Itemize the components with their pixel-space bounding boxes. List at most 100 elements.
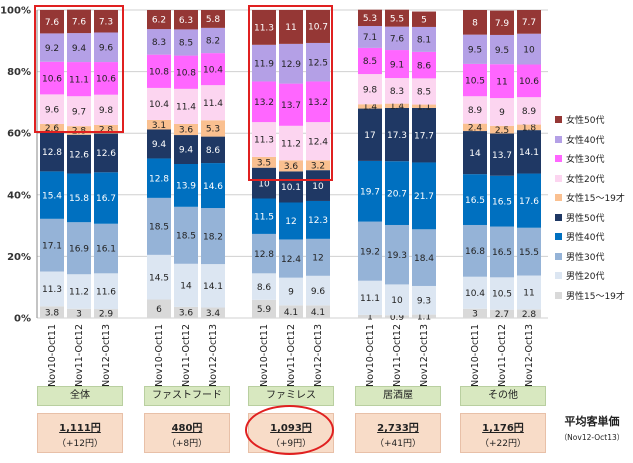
bar-value-label: 11.3 [254,24,274,34]
bar-segment [385,284,409,316]
bar-segment [412,107,436,163]
bar-segment [94,62,118,95]
bar-segment [174,10,198,30]
bar-x-label: Nov12-Oct13 [208,324,219,387]
bar-value-label: 11 [285,23,296,33]
bar-segment [306,200,330,239]
bar-value-label: 9.4 [179,146,194,156]
bar-value-label: 10 [258,179,270,189]
bar-value-label: 8.6 [206,146,221,156]
bar-value-label: 9.5 [495,46,509,56]
bar-value-label: 12.9 [281,60,301,70]
bar-value-label: 3 [472,310,478,320]
bar-value-label: 1.1 [417,102,431,112]
bar-segment [463,10,487,35]
bar-value-label: 14.5 [149,273,169,283]
bar-segment [201,27,225,54]
bar-segment [463,174,487,225]
bar-x-label: Nov11-Oct12 [392,324,403,387]
bar-segment [463,224,487,277]
bar-value-label: 9.6 [99,43,114,53]
bar-value-label: 12.6 [96,149,116,159]
bar-segment [147,197,171,255]
legend-label: 男性20代 [566,272,605,283]
bar-segment [174,263,198,307]
legend-label: 男性15～19才 [566,291,625,302]
legend-item: 男性40代 [555,227,625,247]
bar-value-label: 2.4 [468,124,483,134]
bar-value-label: 9.1 [390,60,404,70]
bar-value-label: 3.6 [179,309,194,319]
average-price-period: （Nov12-Oct13） [559,433,625,442]
bar-value-label: 17.7 [414,131,434,141]
bar-x-label: Nov10-Oct11 [47,324,58,387]
bar-segment [94,309,118,318]
bar-segment [385,315,409,318]
bar-segment [147,129,171,159]
bar-value-label: 8.6 [417,61,432,71]
bar-value-label: 3.6 [179,126,194,136]
bar-value-label: 10.6 [519,77,539,87]
highlight-box-famires [248,5,333,181]
bar-value-label: 12.6 [69,150,89,160]
category-label-other: その他 [460,386,546,406]
bar-value-label: 10 [523,45,535,55]
bar-segment [279,83,303,126]
bar-value-label: 3 [76,310,82,320]
bar-value-label: 11.4 [203,99,223,109]
bar-segment [94,94,118,125]
y-tick-label: 0% [14,314,31,325]
bar-segment [174,123,198,136]
bar-segment [490,309,514,318]
bar-value-label: 9.8 [363,85,378,95]
bar-segment [201,53,225,86]
bar-segment [40,218,64,272]
bar-segment [147,87,171,120]
bar-value-label: 1.4 [390,102,405,112]
bar-segment [94,273,118,310]
bar-value-label: 12 [285,217,296,227]
bar-segment [358,314,382,318]
bar-x-label: Nov10-Oct11 [154,324,165,387]
bar-value-label: 4.1 [284,308,298,318]
bar-value-label: 2.6 [45,124,60,134]
bar-value-label: 21.7 [414,192,434,202]
bar-segment [67,62,91,97]
bar-value-label: 7.9 [495,19,510,29]
bar-segment [358,221,382,281]
bar-segment [412,285,436,315]
legend-label: 女性20代 [566,174,605,185]
price-box-all: 1,111円 （+12円） [37,413,123,453]
category-label-izakaya: 居酒屋 [355,386,441,406]
bar-value-label: 14.1 [203,282,223,292]
bar-segment [358,280,382,315]
bar-value-label: 2.8 [99,125,114,135]
bar-value-label: 8 [472,19,478,29]
bar-segment [358,160,382,222]
bar-segment [40,94,64,124]
category-label-all: 全体 [37,386,123,406]
bar-value-label: 14.6 [203,182,223,192]
bar-value-label: 8.2 [206,37,220,47]
bar-segment [252,198,276,234]
bar-segment [517,227,541,276]
bar-value-label: 14 [469,149,481,159]
bar-segment [40,123,64,132]
bar-segment [201,10,225,28]
legend-swatch [555,155,562,163]
bar-segment [252,81,276,123]
bar-value-label: 10.4 [149,100,169,110]
bar-value-label: 20.7 [387,189,407,199]
legend-item: 女性15～19才 [555,188,625,208]
bar-segment [463,34,487,64]
bar-segment [279,171,303,203]
bar-x-label: Nov11-Oct12 [497,324,508,387]
bar-segment [201,307,225,318]
bar-x-label: Nov10-Oct11 [470,324,481,387]
legend-label: 女性30代 [566,155,605,166]
bar-segment [147,254,171,300]
bar-segment [67,96,91,127]
bar-x-label: Nov12-Oct13 [524,324,535,387]
bar-value-label: 8.3 [390,87,404,97]
bar-value-label: 9.8 [99,106,114,116]
